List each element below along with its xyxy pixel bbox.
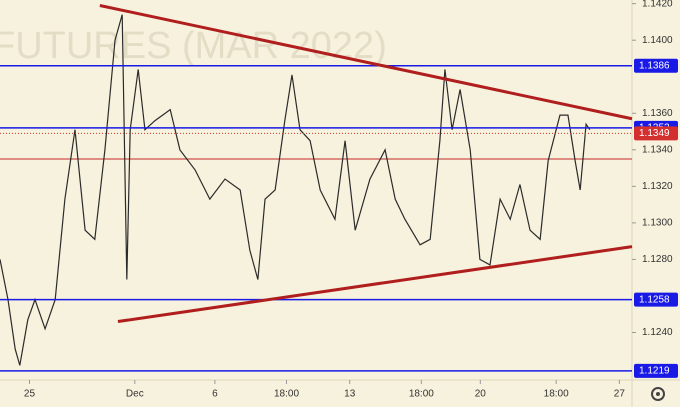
y-tick-label: 1.1280	[642, 254, 673, 265]
level-label-bg	[634, 363, 678, 378]
x-tick-label: 18:00	[409, 389, 434, 400]
x-tick-label: 25	[24, 389, 36, 400]
y-tick-label: 1.1300	[642, 218, 673, 229]
level-label: 1.1258	[639, 294, 670, 305]
level-label: 1.1386	[639, 60, 670, 71]
gear[interactable]	[651, 387, 665, 401]
x-tick-label: 13	[344, 389, 356, 400]
level-label: 1.1219	[639, 366, 670, 377]
current-price-label: 1.1349	[639, 128, 670, 139]
y-tick-label: 1.1340	[642, 144, 673, 155]
x-tick-label: 6	[212, 389, 218, 400]
price-line	[0, 14, 591, 366]
watermark: FUTURES (MAR 2022)	[0, 25, 387, 67]
gear-center[interactable]	[656, 392, 660, 396]
y-tick-label: 1.1360	[642, 108, 673, 119]
y-tick-label: 1.1320	[642, 181, 673, 192]
settings-icon[interactable]	[651, 387, 665, 401]
x-tick-label: 18:00	[544, 389, 569, 400]
level-label-bg	[634, 292, 678, 307]
x-tick-label: 20	[475, 389, 487, 400]
x-tick-label: 18:00	[274, 389, 299, 400]
x-tick-label: Dec	[126, 389, 144, 400]
y-tick-label: 1.1420	[642, 0, 673, 9]
y-tick-label: 1.1240	[642, 327, 673, 338]
y-tick-label: 1.1400	[642, 35, 673, 46]
level-label-bg	[634, 58, 678, 73]
trendline	[117, 245, 633, 324]
trendline	[99, 4, 633, 121]
current-price-bg	[634, 126, 678, 141]
x-tick-label: 27	[614, 389, 626, 400]
